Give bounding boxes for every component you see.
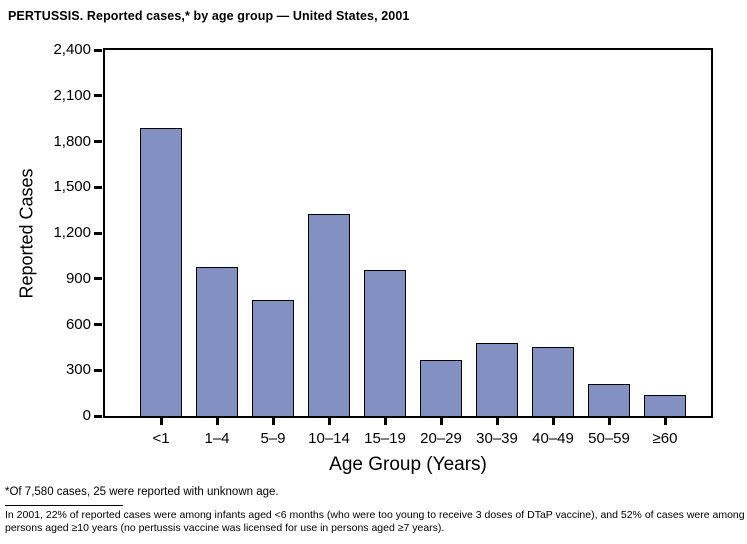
x-axis-tick-label: <1: [152, 430, 170, 447]
x-axis-tick: [215, 418, 219, 425]
bar-age-15–19: [364, 270, 406, 416]
x-axis-tick: [495, 418, 499, 425]
bar-age-50–59: [588, 384, 630, 416]
y-axis-tick-label: 300: [65, 361, 91, 379]
x-axis-tick-label: ≥60: [652, 430, 678, 447]
y-axis-tick: [94, 231, 102, 235]
y-axis-tick: [94, 94, 102, 98]
plot-area: 0 300 600 900 1,200 1,500 1,800 2,100 2,400 <1 1–4…: [53, 42, 713, 447]
x-axis-tick: [159, 418, 163, 425]
y-axis-tick-label: 0: [82, 407, 91, 424]
footnote-2: In 2001, 22% of reported cases were amon…: [5, 509, 745, 535]
y-axis-tick: [94, 323, 102, 326]
x-axis-tick-label: 5–9: [260, 430, 286, 447]
y-axis-tick-label: 1,800: [53, 132, 91, 150]
x-axis-tick-label: 20–29: [420, 430, 462, 447]
x-axis-tick-label: 30–39: [476, 430, 518, 447]
x-axis-tick: [383, 418, 387, 425]
y-axis-tick: [94, 185, 102, 189]
x-axis-tick-label: 50–59: [588, 430, 630, 447]
y-axis-tick-label: 600: [65, 315, 91, 333]
x-axis-tick-label: 1–4: [204, 430, 230, 447]
bar-age-40–49: [532, 347, 574, 416]
bar-age-10–14: [308, 214, 350, 416]
y-axis-tick: [94, 48, 102, 52]
bar-age-20–29: [420, 360, 462, 416]
x-axis-tick: [271, 418, 275, 425]
bar-age-≥60: [644, 395, 686, 416]
y-axis-tick-label: 2,100: [53, 86, 91, 104]
x-axis-tick: [607, 418, 611, 425]
y-axis-tick-label: 1,500: [53, 178, 91, 196]
bar-age-1–4: [196, 267, 238, 416]
y-axis-tick: [94, 140, 102, 143]
bar-age-<1: [140, 128, 182, 416]
footnote-1: *Of 7,580 cases, 25 were reported with u…: [5, 486, 279, 498]
chart-title: PERTUSSIS. Reported cases,* by age group…: [8, 9, 410, 23]
footnote-divider: [5, 505, 123, 506]
y-axis-tick-label: 2,400: [53, 41, 91, 58]
x-axis-tick: [327, 418, 331, 425]
x-axis-tick-label: 40–49: [532, 430, 574, 447]
y-axis-tick: [94, 368, 102, 372]
bar-age-5–9: [252, 300, 294, 416]
y-axis-tick-label: 1,200: [53, 224, 91, 241]
y-axis-tick: [94, 277, 102, 281]
x-axis-tick: [551, 418, 555, 425]
x-axis-title: Age Group (Years): [329, 454, 487, 475]
bar-age-30–39: [476, 343, 518, 416]
y-axis-tick: [94, 414, 102, 418]
x-axis-tick: [663, 418, 667, 425]
x-axis-tick-label: 15–19: [364, 430, 406, 447]
x-axis-tick-label: 10–14: [308, 430, 350, 447]
y-axis-tick-label: 900: [65, 269, 91, 287]
x-axis-tick: [439, 418, 443, 425]
